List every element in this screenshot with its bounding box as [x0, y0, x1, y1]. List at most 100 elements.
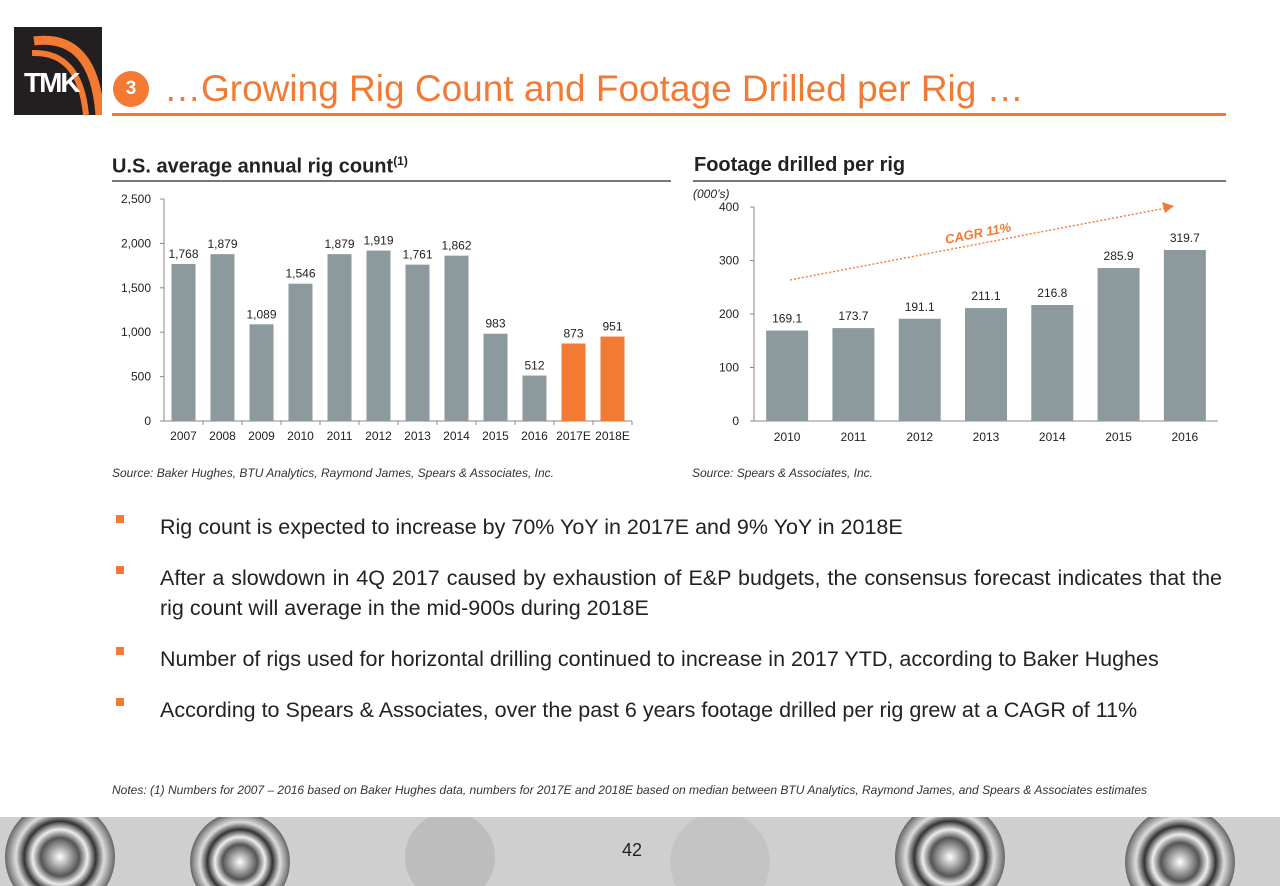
left-bar-2010	[288, 283, 313, 421]
left-x-tick-label: 2008	[209, 429, 236, 443]
right-unit-note: (000’s)	[693, 187, 729, 201]
right-y-tick-label: 400	[719, 200, 739, 214]
left-bar-value-label: 1,089	[246, 307, 276, 321]
left-chart-title: U.S. average annual rig count(1)	[112, 154, 408, 179]
left-bar-2015	[483, 333, 508, 421]
right-bar-value-label: 319.7	[1170, 231, 1200, 245]
right-x-tick-label: 2014	[1039, 430, 1066, 444]
bullet-list: Rig count is expected to increase by 70%…	[112, 512, 1222, 746]
left-bar-2012	[366, 250, 391, 421]
left-bar-2011	[327, 254, 352, 421]
right-bar-value-label: 173.7	[838, 309, 868, 323]
left-bar-2017E	[561, 343, 586, 421]
left-y-tick-label: 2,000	[121, 236, 151, 250]
right-bar-2011	[832, 328, 875, 421]
right-x-tick-label: 2011	[841, 430, 867, 444]
slide-section-badge: 3	[113, 71, 149, 107]
left-bar-2007	[171, 264, 196, 421]
left-bar-value-label: 1,761	[402, 248, 432, 262]
square-bullet-icon	[116, 698, 124, 706]
right-bar-value-label: 169.1	[772, 312, 802, 326]
right-x-tick-label: 2016	[1172, 430, 1199, 444]
left-bar-2014	[444, 255, 469, 421]
right-bar-2010	[766, 330, 809, 421]
left-bar-2009	[249, 324, 274, 421]
left-bar-value-label: 873	[563, 326, 583, 340]
right-bar-value-label: 285.9	[1104, 249, 1134, 263]
right-chart-title: Footage drilled per rig	[694, 154, 906, 176]
left-bar-value-label: 512	[524, 359, 544, 373]
right-bar-2012	[898, 318, 941, 421]
bullet-item: According to Spears & Associates, over t…	[112, 695, 1222, 725]
left-bar-value-label: 1,879	[207, 237, 237, 251]
left-x-tick-label: 2017E	[556, 429, 591, 443]
bullet-text: According to Spears & Associates, over t…	[160, 698, 1138, 722]
bullet-item: Rig count is expected to increase by 70%…	[112, 512, 1222, 542]
right-chart-source: Source: Spears & Associates, Inc.	[692, 466, 873, 480]
bullet-text: Rig count is expected to increase by 70%…	[160, 515, 903, 539]
left-y-tick-label: 2,500	[121, 192, 151, 206]
right-y-tick-label: 200	[719, 307, 739, 321]
right-y-tick-label: 300	[719, 254, 739, 268]
right-bar-2014	[1031, 305, 1074, 421]
left-y-tick-label: 0	[144, 414, 151, 428]
bullet-text: Number of rigs used for horizontal drill…	[160, 647, 1159, 671]
right-bar-2016	[1163, 249, 1206, 421]
left-x-tick-label: 2018E	[595, 429, 630, 443]
left-y-tick-label: 500	[131, 370, 151, 384]
right-bar-2013	[965, 308, 1007, 421]
left-bar-2013	[405, 264, 430, 421]
right-x-tick-label: 2015	[1105, 430, 1132, 444]
left-x-tick-label: 2009	[248, 429, 275, 443]
left-chart-title-text: U.S. average annual rig count	[112, 155, 394, 178]
slide-title: …Growing Rig Count and Footage Drilled p…	[164, 68, 1024, 109]
right-bar-2015	[1097, 268, 1140, 421]
logo-arc-icon	[31, 35, 102, 115]
left-bar-value-label: 1,862	[441, 239, 471, 253]
charts-canvas: 0 500 1,000 1,500 2,000 2,500 1,768 2007 1,879 20…	[121, 187, 1218, 444]
pipe-pattern-icon	[0, 817, 1280, 886]
square-bullet-icon	[116, 647, 124, 655]
bullet-text: After a slowdown in 4Q 2017 caused by ex…	[160, 566, 1222, 620]
left-chart-title-superscript: (1)	[393, 154, 408, 168]
left-x-tick-label: 2015	[482, 429, 509, 443]
left-bar-value-label: 951	[602, 320, 622, 334]
footnote: Notes: (1) Numbers for 2007 – 2016 based…	[112, 783, 1148, 797]
bullet-item: After a slowdown in 4Q 2017 caused by ex…	[112, 563, 1222, 623]
square-bullet-icon	[116, 515, 124, 523]
cagr-arrow-head-icon	[1162, 202, 1174, 213]
right-y-tick-label: 0	[732, 414, 739, 428]
left-x-tick-label: 2013	[404, 429, 431, 443]
left-bar-value-label: 1,768	[168, 247, 198, 261]
left-y-tick-label: 1,000	[121, 325, 151, 339]
right-x-tick-label: 2013	[973, 430, 1000, 444]
left-x-tick-label: 2014	[443, 429, 470, 443]
right-bar-value-label: 211.1	[971, 289, 1000, 303]
left-y-tick-label: 1,500	[121, 281, 151, 295]
cagr-label: CAGR 11%	[944, 219, 1013, 247]
left-x-tick-label: 2012	[365, 429, 392, 443]
right-x-tick-label: 2010	[774, 430, 801, 444]
left-bar-2018E	[600, 336, 625, 421]
footer-pipe-image-band	[0, 817, 1280, 886]
right-bar-value-label: 191.1	[905, 300, 935, 314]
right-x-tick-label: 2012	[906, 430, 933, 444]
bullet-item: Number of rigs used for horizontal drill…	[112, 644, 1222, 674]
left-bar-value-label: 1,546	[285, 267, 315, 281]
left-bar-value-label: 1,879	[324, 237, 354, 251]
left-chart-divider	[112, 180, 671, 182]
left-bar-value-label: 1,919	[363, 234, 393, 248]
left-chart-source: Source: Baker Hughes, BTU Analytics, Ray…	[112, 466, 554, 480]
left-bar-value-label: 983	[485, 317, 505, 331]
left-bar-2016	[522, 375, 547, 421]
right-bar-value-label: 216.8	[1037, 286, 1067, 300]
logo-text: TMK	[24, 67, 81, 98]
left-x-tick-label: 2016	[521, 429, 548, 443]
title-divider	[112, 113, 1226, 116]
square-bullet-icon	[116, 566, 124, 574]
right-y-tick-label: 100	[719, 361, 739, 375]
left-x-tick-label: 2010	[287, 429, 314, 443]
page-number: 42	[622, 840, 643, 860]
company-logo: TMK	[14, 27, 102, 115]
left-x-tick-label: 2011	[327, 429, 353, 443]
